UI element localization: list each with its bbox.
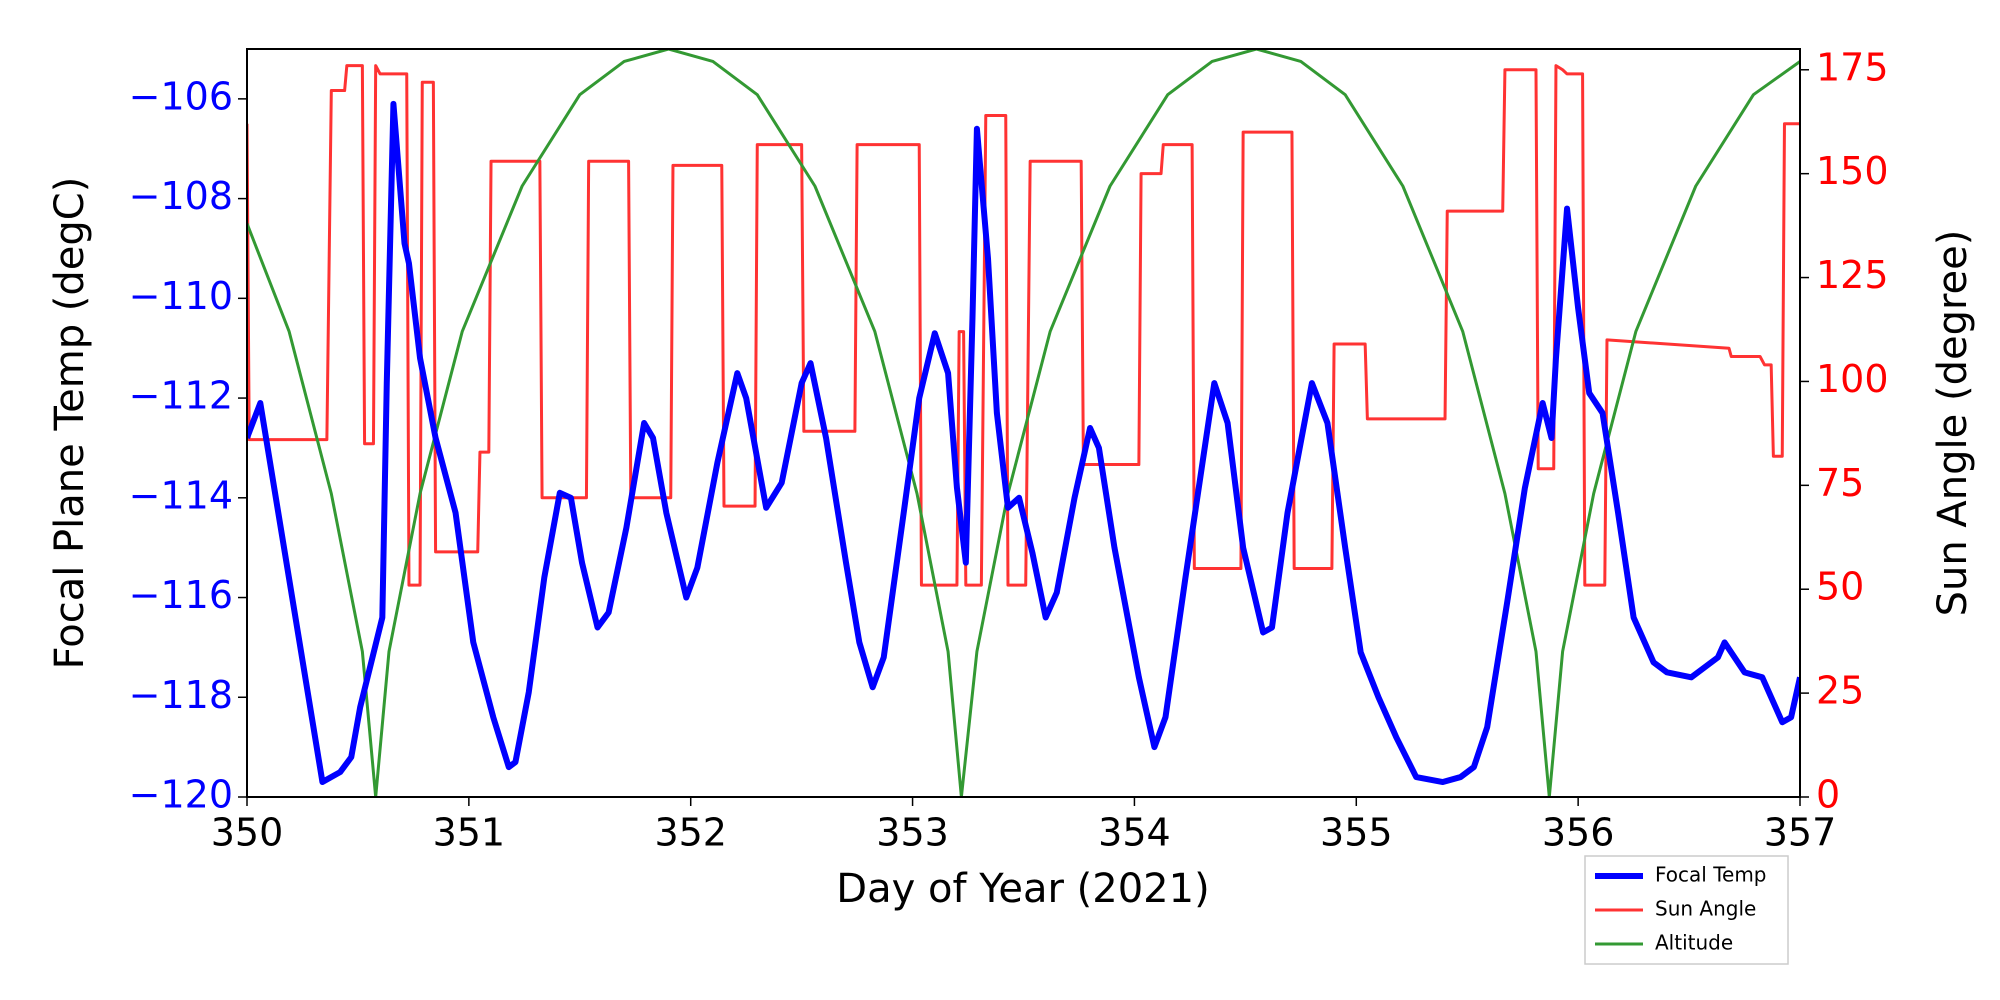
legend-label: Focal Temp: [1655, 863, 1767, 887]
x-tick-label: 356: [1542, 811, 1615, 855]
y-tick-label: −110: [129, 274, 233, 318]
x-tick-label: 354: [1098, 811, 1171, 855]
y-axis-label: Focal Plane Temp (degC): [47, 177, 93, 670]
x-tick-label: 352: [654, 811, 727, 855]
legend-label: Sun Angle: [1655, 897, 1756, 921]
x-tick-label: 351: [433, 811, 506, 855]
y-tick-label: −114: [129, 473, 233, 517]
x-axis-label: Day of Year (2021): [836, 866, 1209, 912]
legend-label: Altitude: [1655, 931, 1733, 955]
y-tick-label: −106: [129, 74, 233, 118]
plot-frame: [246, 48, 1801, 798]
y2-tick-label: 175: [1816, 45, 1889, 89]
y2-axis-label: Sun Angle (degree): [1930, 230, 1976, 617]
y2-tick-label: 25: [1816, 669, 1864, 713]
y2-tick-label: 125: [1816, 253, 1889, 297]
y2-tick-label: 150: [1816, 149, 1889, 193]
series-line: [247, 49, 1800, 797]
y2-tick-label: 75: [1816, 461, 1864, 505]
y2-tick-label: 50: [1816, 565, 1864, 609]
y2-tick-label: 0: [1816, 773, 1840, 817]
y-tick-label: −120: [129, 773, 233, 817]
x-tick-label: 355: [1320, 811, 1393, 855]
x-tick-label: 357: [1764, 811, 1837, 855]
y-tick-label: −116: [129, 573, 233, 617]
y-tick-label: −108: [129, 174, 233, 218]
y2-tick-label: 100: [1816, 357, 1889, 401]
series-line: [247, 64, 1800, 587]
x-tick-label: 353: [876, 811, 949, 855]
series-line: [247, 100, 1800, 786]
x-tick-label: 350: [211, 811, 284, 855]
y-tick-label: −118: [129, 673, 233, 717]
y-tick-label: −112: [129, 374, 233, 418]
